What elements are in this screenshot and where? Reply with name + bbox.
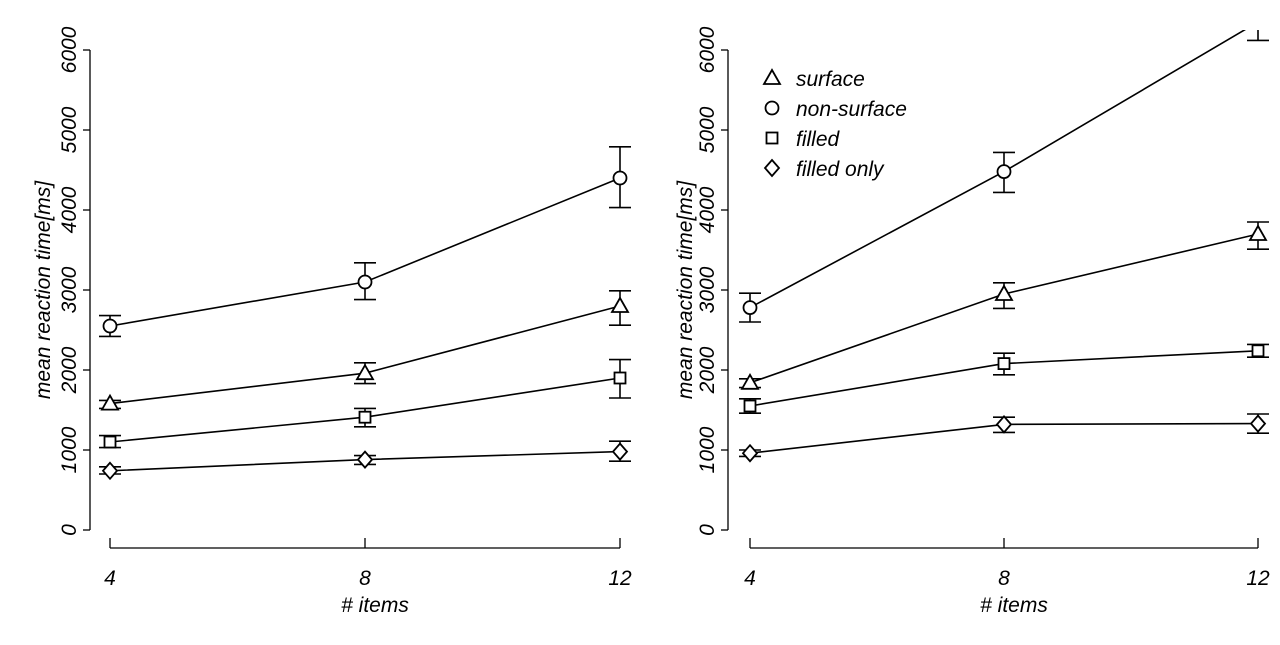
y-tick-label: 1000 xyxy=(696,426,719,473)
y-tick-label: 3000 xyxy=(58,266,81,313)
y-tick-label: 1000 xyxy=(58,426,81,473)
data-point-filled xyxy=(1251,344,1265,358)
legend-label: surface xyxy=(796,68,865,91)
y-tick-label: 6000 xyxy=(58,26,81,73)
x-tick-label: 8 xyxy=(359,567,371,590)
data-point-surface xyxy=(1248,224,1268,241)
data-point-surface xyxy=(740,372,760,390)
data-point-filled-only xyxy=(356,450,374,469)
data-point-non-surface xyxy=(102,318,118,334)
legend-marker-non-surface xyxy=(764,100,780,116)
data-point-filled xyxy=(358,410,372,424)
y-tick-label: 6000 xyxy=(696,26,719,73)
x-tick-label: 4 xyxy=(744,567,756,590)
data-point-non-surface xyxy=(357,274,373,290)
y-tick-label: 0 xyxy=(58,524,81,536)
y-tick-label: 5000 xyxy=(58,106,81,153)
data-point-surface xyxy=(355,363,375,381)
x-tick-label: 12 xyxy=(1246,567,1270,590)
y-axis-label: mean reaction time[ms] xyxy=(674,180,697,399)
data-point-filled-only xyxy=(611,442,629,461)
x-tick-label: 4 xyxy=(104,567,116,590)
data-point-surface xyxy=(100,393,120,411)
series-line-non-surface xyxy=(109,177,621,327)
legend-label: filled only xyxy=(796,158,885,181)
data-point-non-surface xyxy=(612,170,628,186)
legend-marker-surface xyxy=(762,68,782,85)
data-point-filled xyxy=(997,357,1011,371)
y-tick-label: 0 xyxy=(696,524,719,536)
y-tick-label: 4000 xyxy=(696,186,719,233)
y-tick-label: 2000 xyxy=(696,346,719,394)
x-axis-label: # items xyxy=(341,594,409,617)
legend-marker-filled xyxy=(765,131,779,145)
y-axis-label: mean reaction time[ms] xyxy=(32,180,55,399)
x-tick-label: 8 xyxy=(998,567,1010,590)
data-point-filled xyxy=(743,399,757,413)
data-point-surface xyxy=(994,284,1014,301)
legend-label: non-surface xyxy=(796,98,907,121)
data-point-filled-only xyxy=(1249,414,1267,433)
data-point-non-surface xyxy=(996,164,1012,180)
data-point-filled xyxy=(103,435,117,449)
data-point-filled-only xyxy=(101,461,119,481)
y-tick-label: 3000 xyxy=(696,266,719,313)
x-axis-label: # items xyxy=(980,594,1048,617)
x-tick-label: 12 xyxy=(608,567,632,590)
data-point-surface xyxy=(610,296,630,313)
legend-marker-filled-only xyxy=(763,158,781,178)
data-point-non-surface xyxy=(742,300,758,316)
y-tick-label: 4000 xyxy=(58,186,81,233)
data-point-non-surface xyxy=(1252,16,1265,29)
data-point-filled-only xyxy=(741,443,759,463)
y-tick-label: 5000 xyxy=(696,106,719,153)
y-tick-label: 2000 xyxy=(58,346,81,394)
legend-label: filled xyxy=(796,128,841,151)
data-point-filled xyxy=(613,371,627,385)
data-point-filled-only xyxy=(995,415,1013,434)
